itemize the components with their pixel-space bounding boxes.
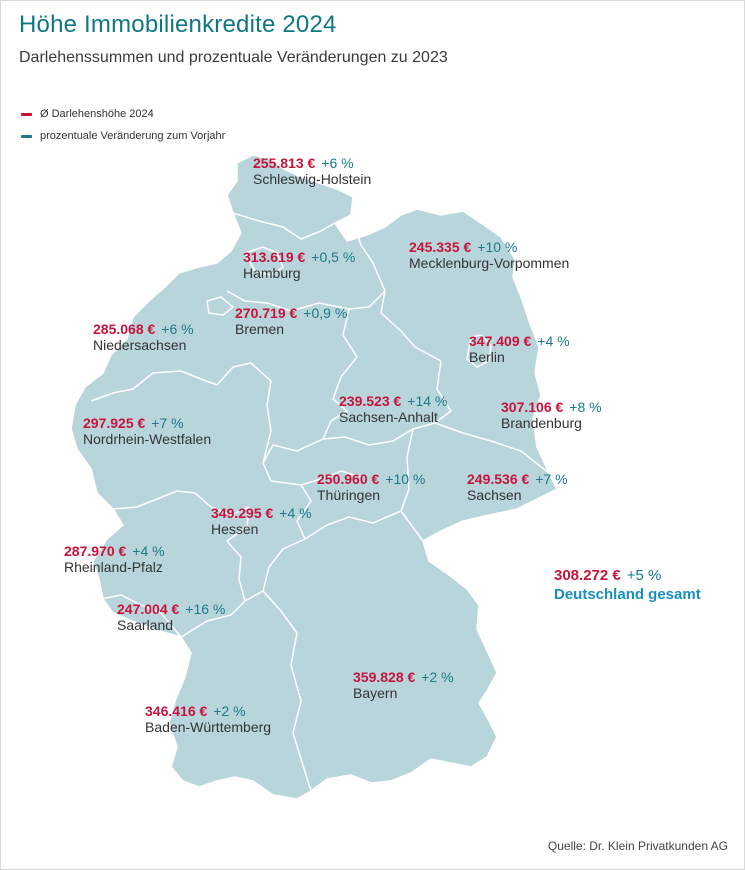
state-name: Hessen bbox=[211, 521, 259, 538]
page-subtitle: Darlehenssummen und prozentuale Veränder… bbox=[19, 49, 448, 66]
state-change: +7 % bbox=[151, 415, 184, 431]
state-change: +10 % bbox=[385, 471, 426, 487]
state-amount: 245.335 € bbox=[409, 239, 472, 255]
state-name: Brandenburg bbox=[501, 415, 582, 432]
state-label-hessen: 349.295 € +4 % Hessen bbox=[211, 505, 312, 537]
state-change: +0,9 % bbox=[303, 305, 348, 321]
state-change: +7 % bbox=[535, 471, 568, 487]
state-amount: 239.523 € bbox=[339, 393, 402, 409]
state-borders bbox=[90, 212, 550, 792]
state-amount: 249.536 € bbox=[467, 471, 530, 487]
state-amount: 270.719 € bbox=[235, 305, 298, 321]
state-amount: 287.970 € bbox=[64, 543, 127, 559]
legend-label-change: prozentuale Veränderung zum Vorjahr bbox=[40, 130, 226, 142]
state-label-thueringen: 250.960 € +10 % Thüringen bbox=[317, 471, 425, 503]
state-change: +0,5 % bbox=[311, 249, 356, 265]
state-change: +6 % bbox=[321, 155, 354, 171]
state-change: +4 % bbox=[279, 505, 312, 521]
state-change: +14 % bbox=[407, 393, 448, 409]
legend-label-amount: Ø Darlehenshöhe 2024 bbox=[40, 108, 154, 120]
state-name: Bremen bbox=[235, 321, 285, 338]
state-label-baden-wuerttemberg: 346.416 € +2 % Baden-Württemberg bbox=[145, 703, 271, 735]
page-title: Höhe Immobilienkredite 2024 bbox=[19, 11, 337, 38]
state-name: Saarland bbox=[117, 617, 174, 634]
state-change: +2 % bbox=[213, 703, 246, 719]
state-label-hamburg: 313.619 € +0,5 % Hamburg bbox=[243, 249, 355, 281]
state-amount: 346.416 € bbox=[145, 703, 208, 719]
state-label-sachsen-anhalt: 239.523 € +14 % Sachsen-Anhalt bbox=[339, 393, 447, 425]
state-amount: 313.619 € bbox=[243, 249, 306, 265]
legend-item-change: prozentuale Veränderung zum Vorjahr bbox=[21, 125, 225, 147]
state-name: Sachsen bbox=[467, 487, 522, 504]
state-name: Berlin bbox=[469, 349, 505, 366]
state-amount: 250.960 € bbox=[317, 471, 380, 487]
state-amount: 247.004 € bbox=[117, 601, 180, 617]
state-name: Hamburg bbox=[243, 265, 301, 282]
state-change: +4 % bbox=[132, 543, 165, 559]
total-amount: 308.272 € bbox=[554, 567, 621, 584]
legend-swatch-amount bbox=[21, 112, 32, 116]
state-name: Niedersachsen bbox=[93, 337, 187, 354]
state-label-niedersachsen: 285.068 € +6 % Niedersachsen bbox=[93, 321, 194, 353]
state-name: Nordrhein-Westfalen bbox=[83, 431, 212, 448]
germany-outline bbox=[70, 154, 559, 800]
state-amount: 297.925 € bbox=[83, 415, 146, 431]
state-change: +4 % bbox=[537, 333, 570, 349]
state-amount: 359.828 € bbox=[353, 669, 416, 685]
state-label-bremen: 270.719 € +0,9 % Bremen bbox=[235, 305, 347, 337]
source-note: Quelle: Dr. Klein Privatkunden AG bbox=[547, 839, 728, 853]
state-change: +2 % bbox=[421, 669, 454, 685]
state-label-mecklenburg-vorpommen: 245.335 € +10 % Mecklenburg-Vorpommen bbox=[409, 239, 569, 271]
state-name: Bayern bbox=[353, 685, 398, 702]
state-name: Mecklenburg-Vorpommen bbox=[409, 255, 570, 272]
state-name: Sachsen-Anhalt bbox=[339, 409, 438, 426]
state-label-rheinland-pfalz: 287.970 € +4 % Rheinland-Pfalz bbox=[64, 543, 165, 575]
state-change: +10 % bbox=[477, 239, 518, 255]
state-label-saarland: 247.004 € +16 % Saarland bbox=[117, 601, 225, 633]
germany-total: 308.272 € +5 % Deutschland gesamt bbox=[554, 567, 701, 605]
state-name: Schleswig-Holstein bbox=[253, 171, 372, 188]
total-label: Deutschland gesamt bbox=[554, 585, 701, 603]
state-label-schleswig-holstein: 255.813 € +6 % Schleswig-Holstein bbox=[253, 155, 371, 187]
state-amount: 255.813 € bbox=[253, 155, 316, 171]
state-label-bayern: 359.828 € +2 % Bayern bbox=[353, 669, 454, 701]
state-change: +8 % bbox=[569, 399, 602, 415]
state-label-nordrhein-westfalen: 297.925 € +7 % Nordrhein-Westfalen bbox=[83, 415, 211, 447]
state-amount: 347.409 € bbox=[469, 333, 532, 349]
state-label-brandenburg: 307.106 € +8 % Brandenburg bbox=[501, 399, 602, 431]
state-change: +16 % bbox=[185, 601, 226, 617]
state-amount: 349.295 € bbox=[211, 505, 274, 521]
state-name: Rheinland-Pfalz bbox=[64, 559, 163, 576]
state-name: Thüringen bbox=[317, 487, 381, 504]
total-change: +5 % bbox=[626, 567, 662, 584]
state-name: Baden-Württemberg bbox=[145, 719, 272, 736]
legend-swatch-change bbox=[21, 134, 32, 138]
state-label-berlin: 347.409 € +4 % Berlin bbox=[469, 333, 570, 365]
state-change: +6 % bbox=[161, 321, 194, 337]
state-label-sachsen: 249.536 € +7 % Sachsen bbox=[467, 471, 568, 503]
legend-item-amount: Ø Darlehenshöhe 2024 bbox=[21, 103, 225, 125]
state-amount: 285.068 € bbox=[93, 321, 156, 337]
state-amount: 307.106 € bbox=[501, 399, 564, 415]
legend: Ø Darlehenshöhe 2024 prozentuale Verände… bbox=[21, 103, 225, 147]
